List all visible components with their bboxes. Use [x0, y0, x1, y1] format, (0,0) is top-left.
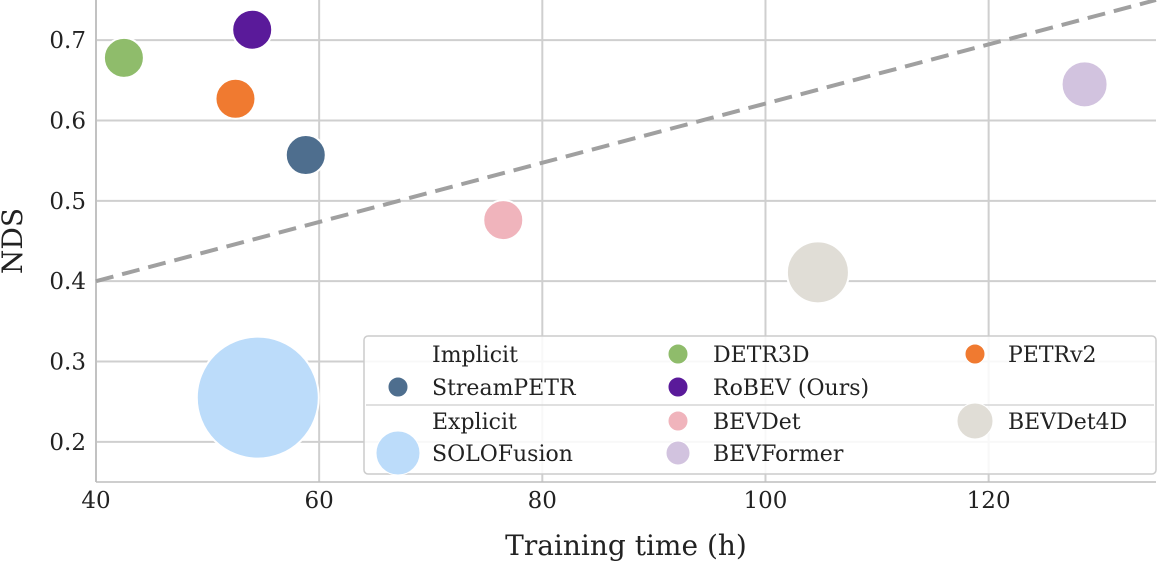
- legend-label: BEVFormer: [713, 442, 844, 467]
- x-tick-label: 80: [528, 488, 557, 514]
- legend-marker: [667, 343, 689, 365]
- point-solofusion: [195, 335, 320, 460]
- x-tick-label: 120: [967, 488, 1011, 514]
- y-tick-label: 0.7: [49, 28, 86, 54]
- legend-marker: [665, 440, 691, 466]
- legend-label: BEVDet4D: [1008, 410, 1127, 435]
- x-tick-labels: 40 60 80 100 120: [81, 488, 1010, 514]
- legend-marker: [387, 376, 409, 398]
- point-detr3d: [102, 36, 145, 79]
- legend-marker: [964, 343, 986, 365]
- y-tick-label: 0.2: [49, 430, 86, 456]
- x-axis-title: Training time (h): [505, 529, 747, 562]
- x-tick-label: 60: [305, 488, 334, 514]
- point-bevdet4d: [785, 240, 850, 305]
- y-tick-label: 0.5: [49, 189, 86, 215]
- legend-marker: [375, 430, 421, 476]
- legend-marker: [667, 410, 689, 432]
- y-tick-label: 0.6: [49, 109, 86, 135]
- y-tick-labels: 0.2 0.3 0.4 0.5 0.6 0.7: [49, 28, 86, 456]
- legend-label: DETR3D: [713, 343, 810, 368]
- trend-line: [95, 0, 1157, 284]
- point-streampetr: [284, 134, 327, 177]
- y-tick-label: 0.3: [49, 350, 86, 376]
- legend-group-label: Implicit: [432, 343, 518, 368]
- x-tick-label: 40: [81, 488, 110, 514]
- point-bevformer: [1060, 60, 1109, 109]
- legend-label: PETRv2: [1008, 343, 1097, 368]
- legend-label: RoBEV (Ours): [713, 376, 869, 401]
- x-tick-label: 100: [744, 488, 788, 514]
- trend-line-group: [95, 0, 1157, 284]
- legend-marker: [667, 376, 689, 398]
- y-axis-title: NDS: [0, 208, 29, 274]
- point-bevdet: [482, 199, 525, 242]
- legend-label: StreamPETR: [432, 376, 577, 401]
- y-tick-label: 0.4: [49, 269, 86, 295]
- legend-marker: [956, 402, 994, 440]
- legend-label: SOLOFusion: [432, 442, 573, 467]
- legend-group-label: Explicit: [432, 410, 517, 435]
- legend: Implicit DETR3D PETRv2 StreamPETR RoBEV (Our…: [363, 335, 1157, 476]
- data-points: [102, 8, 1109, 460]
- legend-label: BEVDet: [713, 410, 801, 435]
- point-petrv2: [214, 77, 257, 120]
- point-robev-ours: [231, 8, 274, 51]
